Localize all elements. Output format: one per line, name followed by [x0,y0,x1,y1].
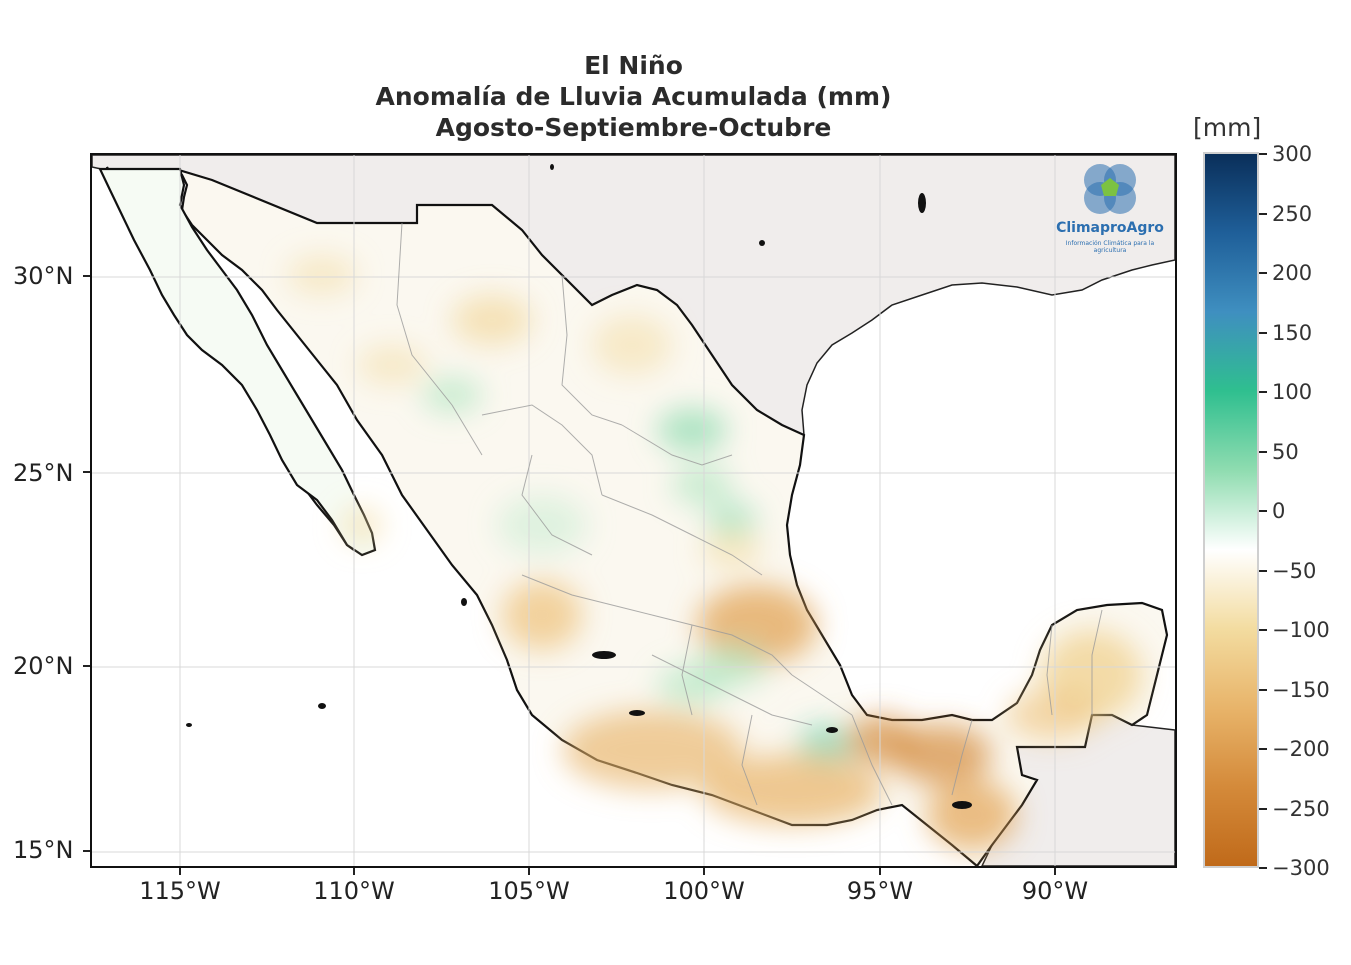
colorbar-tick [1259,569,1267,572]
lat-tick [83,471,90,473]
colorbar-label: 0 [1272,499,1286,523]
colorbar-tick [1259,748,1267,750]
map-canvas [92,155,1175,866]
colorbar-label: −100 [1272,618,1330,642]
state-boundaries [396,222,1103,806]
lon-label-95w: 95°W [846,877,914,905]
lat-tick [83,275,90,277]
lon-tick [528,868,530,875]
title-line-3: Agosto-Septiembre-Octubre [435,113,832,142]
baja-california-landmass [98,167,377,557]
colorbar-label: 100 [1272,380,1313,404]
lon-tick [1054,868,1056,875]
colorbar-label: −200 [1272,737,1330,761]
colorbar-unit: [mm] [1193,113,1262,142]
colorbar-tick [1259,272,1267,274]
colorbar-tick [1259,629,1267,631]
lon-label-110w: 110°W [313,877,395,905]
lon-label-100w: 100°W [663,877,745,905]
lat-label-30n: 30°N [13,262,74,290]
colorbar-label: −250 [1272,796,1330,821]
logo-mark-icon [1084,164,1136,214]
lat-label-25n: 25°N [13,459,74,487]
lat-label-20n: 20°N [13,652,74,680]
colorbar-tick [1259,510,1267,512]
colorbar-label: 150 [1272,320,1313,345]
lat-tick [83,850,90,852]
lon-tick [703,868,705,875]
title-line-1: El Niño [584,51,683,80]
map-frame [90,153,1177,868]
colorbar-label: −150 [1272,677,1330,702]
colorbar-tick [1259,153,1267,155]
lat-label-15n: 15°N [13,836,74,864]
lon-tick [353,868,355,875]
colorbar [1203,152,1259,868]
islands [186,164,972,809]
lon-label-115w: 115°W [139,877,221,905]
lon-label-105w: 105°W [488,877,570,905]
colorbar-label: 250 [1272,201,1313,226]
climaproagro-logo: ClimaproAgro Información Climática para … [1055,158,1165,263]
colorbar-label: −300 [1272,856,1330,880]
colorbar-tick [1259,450,1267,453]
map-title: El Niño Anomalía de Lluvia Acumulada (mm… [90,50,1177,143]
colorbar-tick [1259,867,1267,869]
logo-tagline: Información Climática para la agricultur… [1065,240,1155,254]
colorbar-tick [1259,688,1267,691]
colorbar-tick [1259,331,1267,334]
lon-tick [879,868,881,875]
colorbar-label: 50 [1272,439,1299,464]
colorbar-label: 200 [1272,261,1313,285]
graticule [92,155,1175,866]
colorbar-label: −50 [1272,558,1317,583]
title-line-2: Anomalía de Lluvia Acumulada (mm) [375,82,892,111]
lat-tick [83,665,90,667]
logo-name: ClimaproAgro [1056,220,1164,236]
colorbar-tick [1259,212,1267,215]
colorbar-tick [1259,391,1267,393]
lon-label-90w: 90°W [1021,877,1089,905]
colorbar-tick [1259,807,1267,810]
colorbar-label: 300 [1272,142,1313,166]
lon-tick [179,868,181,875]
